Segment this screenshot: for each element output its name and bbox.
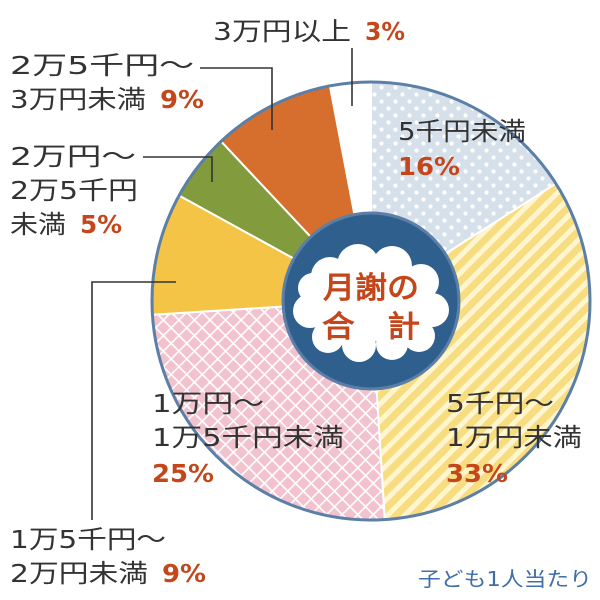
- center-label-line-2: 合 計: [322, 310, 420, 345]
- slice-5-value-label: 5%: [80, 210, 122, 239]
- slice-7-label-line-1: 3万円以上: [213, 17, 351, 46]
- slice-3-value-label: 25%: [152, 459, 214, 488]
- slice-6-value-label: 9%: [160, 85, 204, 114]
- slice-2-label-line-1: 5千円～: [446, 389, 554, 418]
- slice-4-label-line-1: 1万5千円～: [10, 525, 166, 554]
- slice-5-label-line-3: 未満: [10, 210, 66, 239]
- center-label-line-1: 月謝の: [323, 271, 419, 306]
- slice-2-label-line-2: 1万円未満: [446, 423, 582, 452]
- leader-line-15000-20000: [91, 281, 176, 520]
- slice-1-label-line-1: 5千円未満: [398, 117, 526, 146]
- slice-6-label-line-1: 2万5千円～: [10, 51, 194, 80]
- slice-5-label-line-1: 2万円～: [10, 142, 136, 171]
- chart-note: 子ども1人当たり: [418, 567, 592, 591]
- slice-7-value-label: 3%: [365, 17, 405, 46]
- slice-4-value-label: 9%: [162, 559, 206, 588]
- slice-6-label-line-2: 3万円未満: [10, 85, 146, 114]
- leader-line-20000-25000: [143, 156, 213, 182]
- leader-line-25000-30000: [200, 67, 273, 130]
- center-cloud: [293, 244, 449, 362]
- slice-3-label-line-2: 1万5千円未満: [152, 423, 344, 452]
- slice-5-label-line-2: 2万5千円: [10, 176, 138, 205]
- slice-1-value-label: 16%: [398, 152, 460, 181]
- slice-4-label-line-2: 2万円未満: [10, 559, 148, 588]
- pie-outline: [150, 80, 592, 522]
- slice-2-value-label: 33%: [446, 459, 508, 488]
- slice-3-label-line-1: 1万円～: [152, 389, 264, 418]
